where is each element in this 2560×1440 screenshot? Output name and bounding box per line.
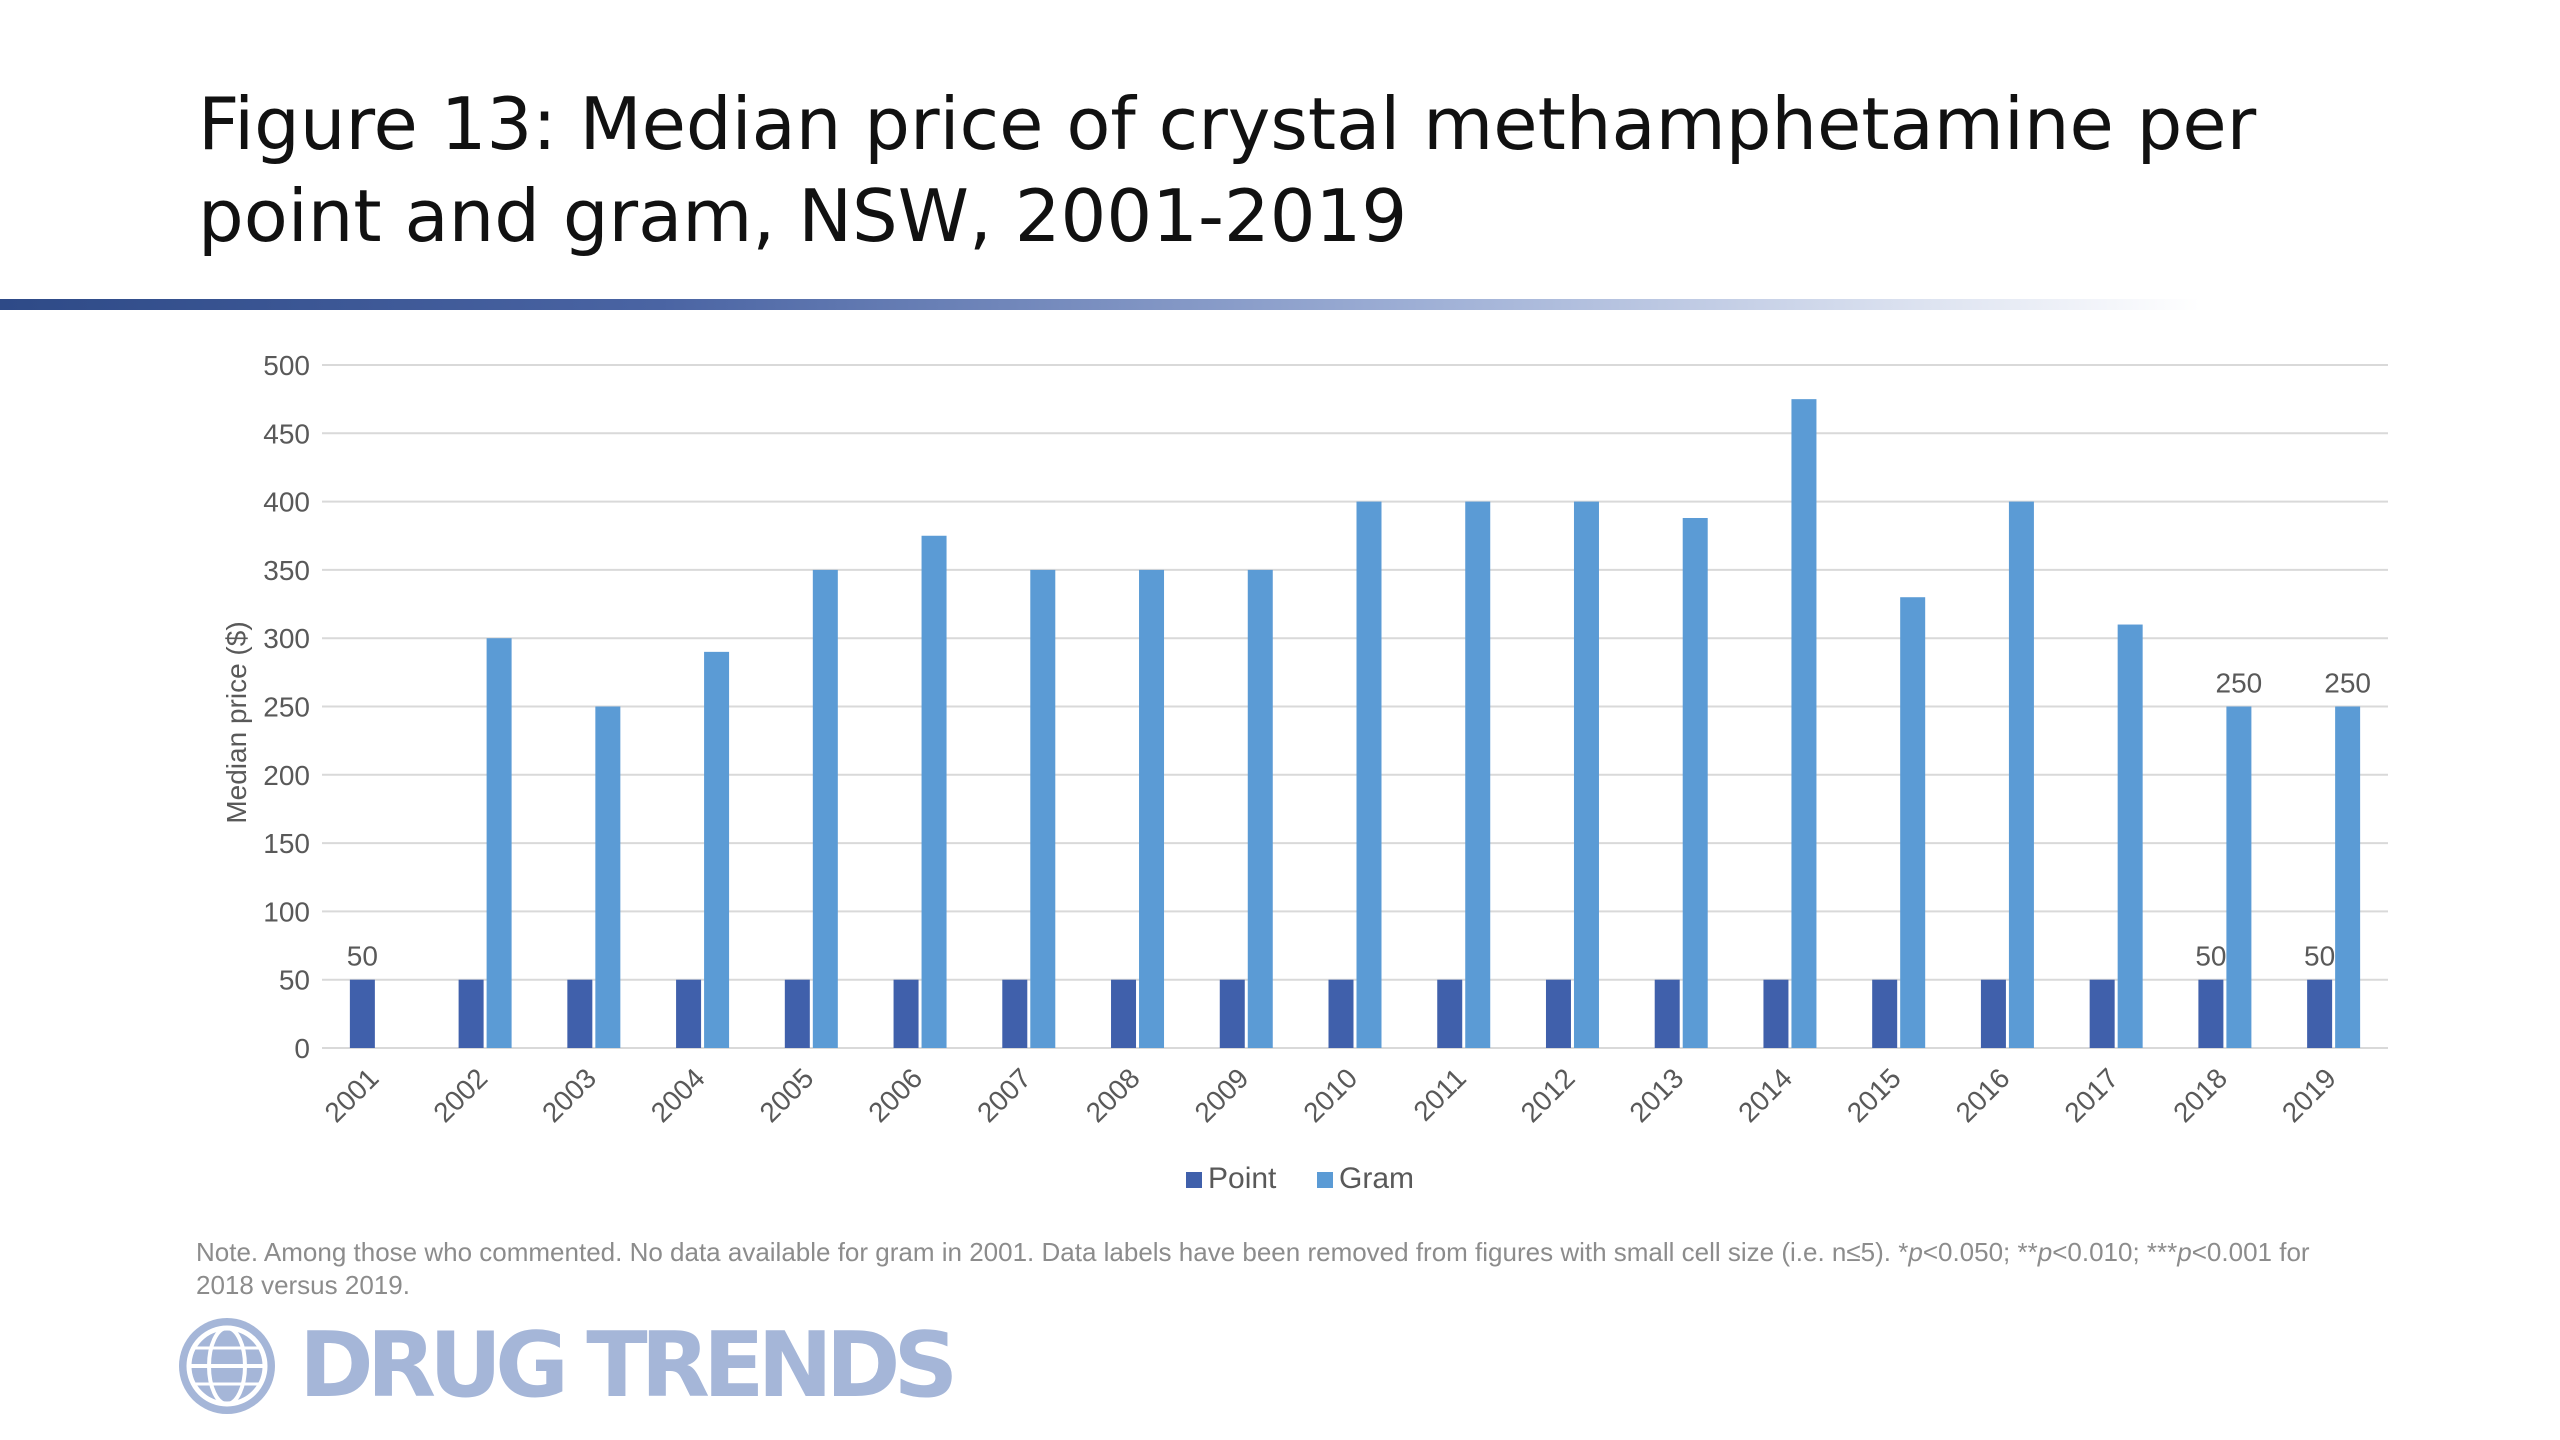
bar-gram-2005	[812, 569, 838, 1048]
bar-gram-2013	[1682, 517, 1708, 1048]
x-tick-label: 2005	[754, 1062, 820, 1128]
bar-point-2005	[784, 979, 810, 1048]
bar-point-2004	[676, 979, 702, 1048]
footnote-text: <0.010; ***	[2052, 1237, 2178, 1267]
bar-point-2013	[1654, 979, 1680, 1048]
slide-title: Figure 13: Median price of crystal metha…	[198, 82, 2257, 258]
bar-gram-2010	[1356, 501, 1382, 1049]
y-tick-label: 200	[263, 760, 310, 791]
title-divider	[0, 299, 2200, 310]
bar-point-2010	[1328, 979, 1354, 1048]
bar-point-2014	[1763, 979, 1789, 1048]
x-tick-label: 2013	[1623, 1062, 1689, 1128]
bar-gram-2018	[2226, 706, 2252, 1048]
bar-gram-2015	[1900, 597, 1926, 1048]
bar-point-2017	[2089, 979, 2115, 1048]
x-tick-label: 2010	[1297, 1062, 1363, 1128]
bar-point-2015	[1872, 979, 1898, 1048]
footnote-text: <0.050; **	[1922, 1237, 2038, 1267]
logo-wordmark: DRUG TRENDS	[299, 1313, 958, 1418]
data-label: 250	[2216, 668, 2263, 699]
legend-swatch-gram	[1317, 1172, 1333, 1188]
bar-point-2016	[1980, 979, 2006, 1048]
x-tick-label: 2003	[536, 1062, 602, 1128]
bar-gram-2003	[595, 706, 621, 1048]
x-tick-label: 2008	[1080, 1062, 1146, 1128]
bar-point-2018	[2198, 979, 2224, 1048]
bar-point-2012	[1545, 979, 1571, 1048]
x-tick-label: 2017	[2058, 1062, 2124, 1128]
bar-point-2009	[1219, 979, 1245, 1048]
data-label: 250	[2324, 668, 2371, 699]
y-tick-label: 50	[279, 965, 310, 996]
bar-point-2007	[1002, 979, 1028, 1048]
bar-gram-2004	[704, 651, 730, 1048]
x-tick-label: 2014	[1732, 1062, 1798, 1128]
y-tick-label: 350	[263, 555, 310, 586]
x-tick-label: 2018	[2167, 1062, 2233, 1128]
x-tick-label: 2016	[1950, 1062, 2016, 1128]
x-tick-label: 2006	[862, 1062, 928, 1128]
data-label: 50	[2195, 941, 2226, 972]
bar-gram-2002	[486, 638, 512, 1048]
globe-icon	[179, 1318, 275, 1414]
footnote-p-symbol: p	[2037, 1237, 2053, 1267]
x-tick-label: 2002	[427, 1062, 493, 1128]
data-label: 50	[347, 941, 378, 972]
bar-point-2011	[1437, 979, 1463, 1048]
y-tick-label: 100	[263, 896, 310, 927]
footnote: Note. Among those who commented. No data…	[196, 1236, 2336, 1302]
bar-gram-2019	[2335, 706, 2361, 1048]
bar-point-2003	[567, 979, 593, 1048]
y-tick-label: 250	[263, 692, 310, 723]
bar-point-2002	[458, 979, 484, 1048]
y-tick-label: 300	[263, 623, 310, 654]
y-tick-label: 500	[263, 350, 310, 381]
footnote-p-symbol: p	[1908, 1237, 1923, 1267]
y-tick-label: 450	[263, 418, 310, 449]
x-tick-label: 2009	[1189, 1062, 1255, 1128]
x-tick-label: 2007	[971, 1062, 1037, 1128]
x-tick-label: 2011	[1407, 1062, 1472, 1127]
y-tick-label: 150	[263, 828, 310, 859]
bar-gram-2017	[2117, 624, 2143, 1048]
bar-gram-2006	[921, 535, 947, 1048]
y-axis-label: Median price ($)	[221, 621, 252, 823]
x-tick-label: 2015	[1841, 1062, 1907, 1128]
bar-gram-2016	[2008, 501, 2034, 1049]
footnote-text: <0.001 for 2018 versus 2019.	[196, 1237, 2310, 1300]
data-label: 50	[2304, 941, 2335, 972]
drug-trends-logo: DRUG TRENDS	[175, 1316, 1015, 1416]
footnote-text: Note. Among those who commented. No data…	[196, 1237, 1909, 1267]
legend-label-gram: Gram	[1339, 1162, 1414, 1195]
x-tick-label: 2019	[2276, 1062, 2342, 1128]
x-tick-label: 2001	[319, 1062, 385, 1128]
bar-point-2001	[349, 979, 375, 1048]
legend-swatch-point	[1186, 1172, 1202, 1188]
bar-gram-2008	[1139, 569, 1165, 1048]
bar-gram-2007	[1030, 569, 1056, 1048]
bar-point-2008	[1111, 979, 1137, 1048]
bar-gram-2011	[1465, 501, 1491, 1049]
bar-point-2006	[893, 979, 919, 1048]
x-tick-label: 2004	[645, 1062, 711, 1128]
y-tick-label: 0	[294, 1033, 310, 1064]
bar-gram-2012	[1573, 501, 1599, 1049]
y-tick-label: 400	[263, 487, 310, 518]
footnote-p-symbol: p	[2177, 1237, 2192, 1267]
bar-gram-2014	[1791, 399, 1817, 1048]
bar-point-2019	[2307, 979, 2333, 1048]
bar-gram-2009	[1247, 569, 1273, 1048]
legend-label-point: Point	[1208, 1162, 1277, 1195]
x-tick-label: 2012	[1515, 1062, 1581, 1128]
